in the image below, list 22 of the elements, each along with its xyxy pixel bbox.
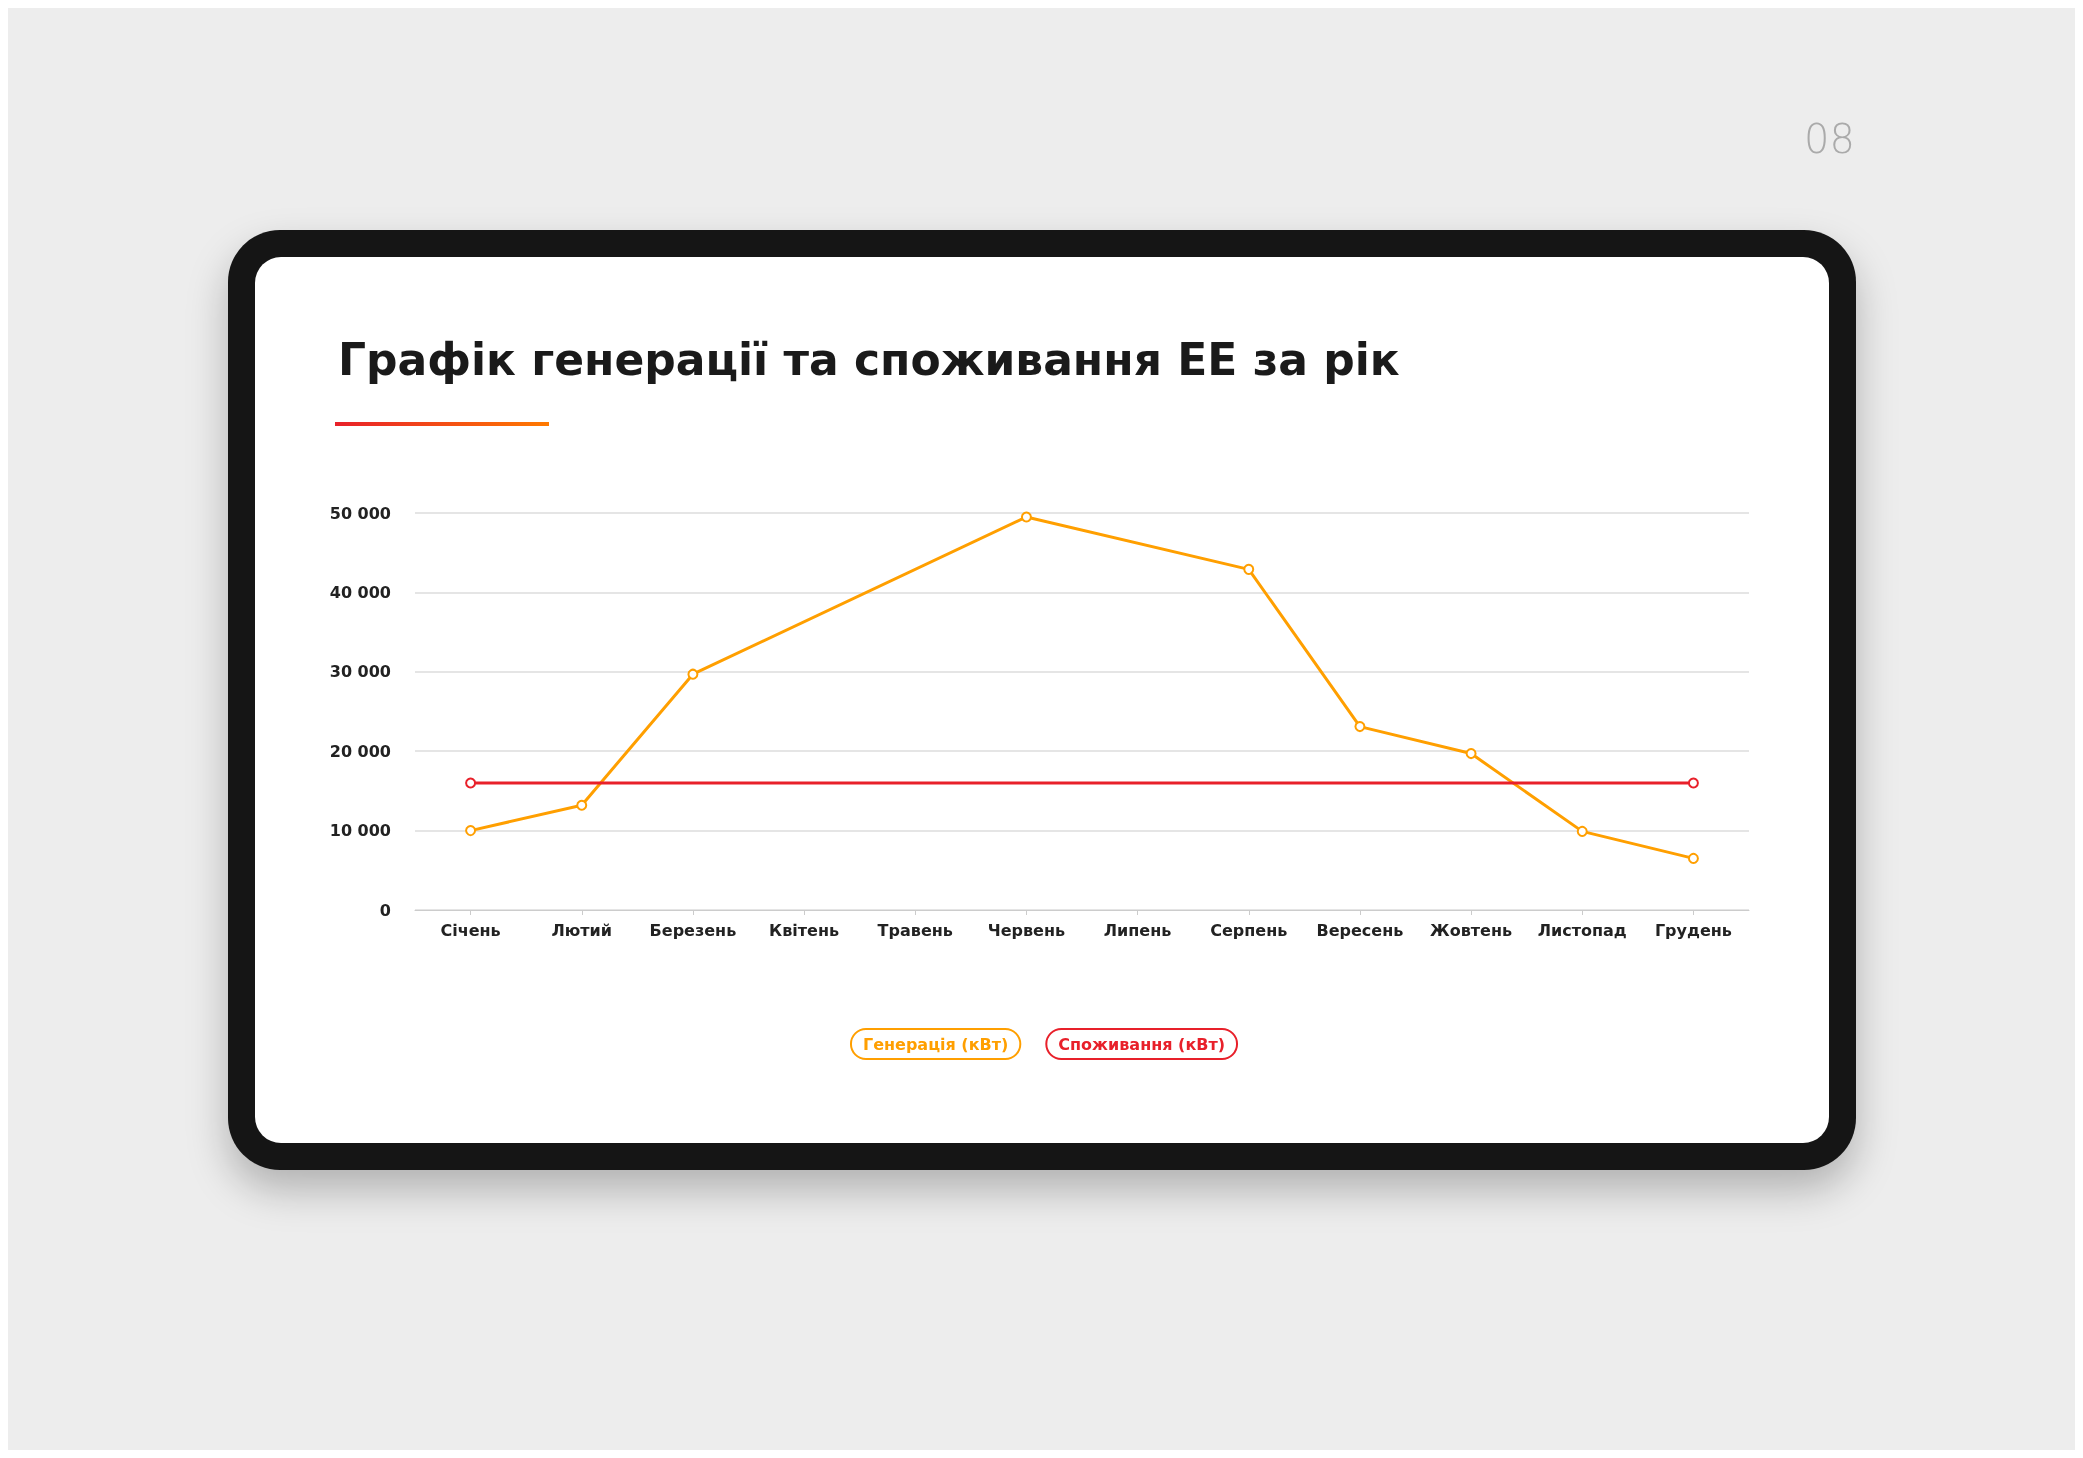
x-tick-label: Серпень [1210,920,1288,940]
x-tick-label: Червень [987,920,1066,940]
y-tick-label: 20 000 [329,741,391,761]
y-tick-label: 0 [379,900,391,920]
x-tick-label: Січень [440,920,501,940]
x-tick-label: Лютий [551,920,613,940]
y-tick-label: 30 000 [329,662,391,682]
x-tick-label: Травень [877,920,953,940]
x-tick-label: Грудень [1654,920,1732,940]
text: Генерація (кВт) [862,1034,1009,1054]
y-tick-label: 10 000 [329,821,391,841]
y-tick-label: 40 000 [329,582,391,602]
text: Споживання (кВт) [1058,1034,1226,1054]
text: 08 [1804,116,1855,162]
y-tick-label: 50 000 [329,503,391,523]
x-tick-label: Квітень [769,920,840,940]
chart-title: Графік генерації та споживання ЕЕ за рік [338,333,1400,385]
x-tick-label: Березень [649,920,737,940]
x-tick-label: Жовтень [1430,920,1513,940]
x-tick-label: Листопад [1537,920,1627,940]
x-tick-label: Вересень [1316,920,1404,940]
x-tick-label: Липень [1103,920,1172,940]
